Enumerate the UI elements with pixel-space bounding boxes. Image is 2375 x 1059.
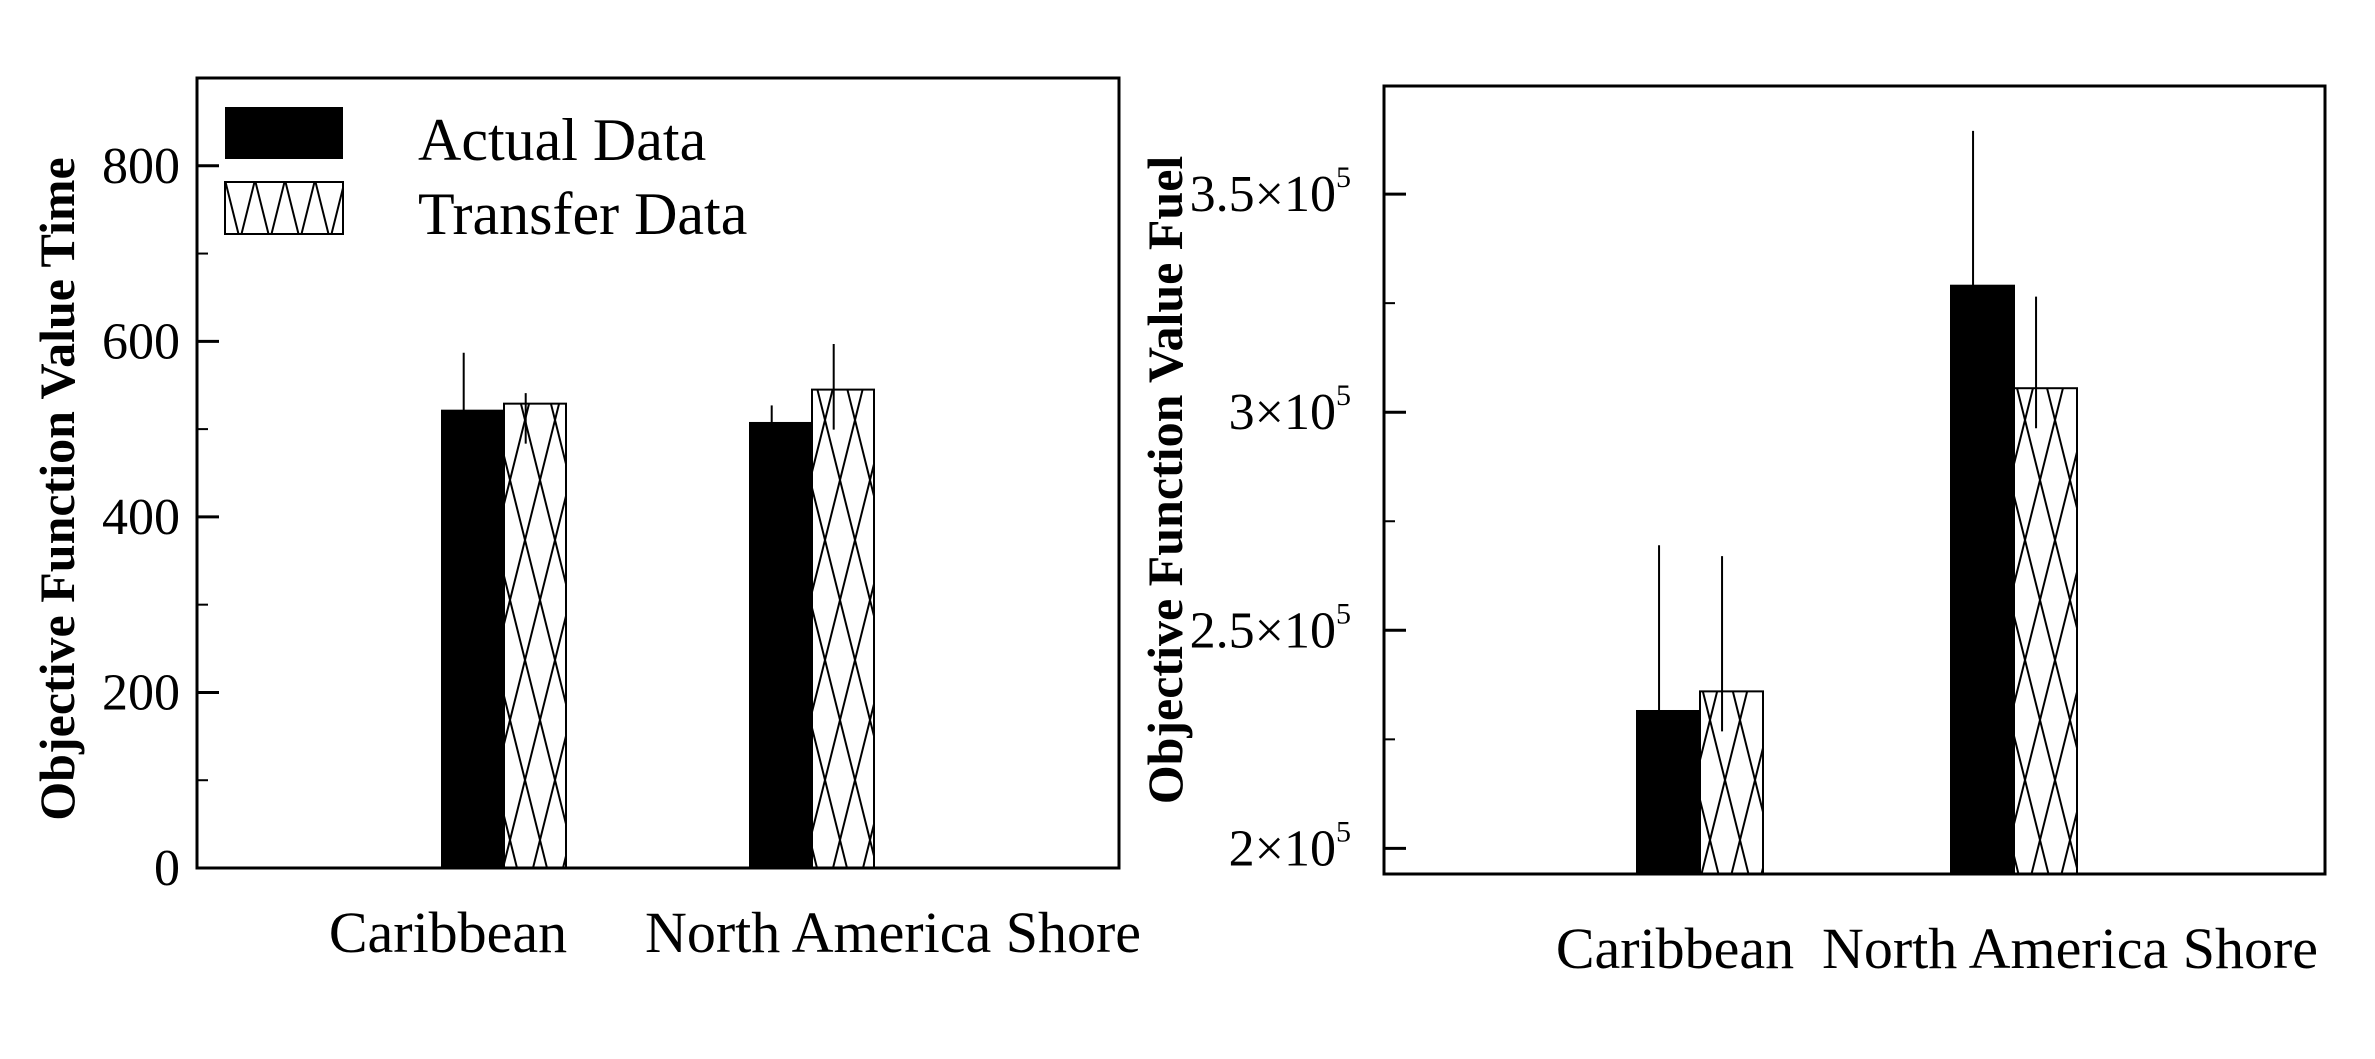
y-axis-label: Objective Function Value Time [29, 157, 85, 820]
bar-transfer-0 [503, 402, 567, 869]
legend-swatch-transfer [224, 181, 344, 235]
y-tick-label: 2.5×105 [1190, 597, 1351, 659]
y-tick-label: 0 [154, 840, 180, 897]
legend-label-actual: Actual Data [418, 107, 706, 173]
x-category-label: Caribbean [329, 900, 567, 965]
y-tick-exponent: 5 [1336, 597, 1351, 630]
x-category-label: North America Shore [645, 900, 1141, 965]
chart-fuel: 2×105 2.5×105 3×105 3.5×105 Caribbean North … [1137, 84, 2327, 981]
bar-actual-1 [1950, 284, 2015, 875]
chart-time: 0 200 400 600 800 Caribbean North America Sho… [29, 76, 1141, 965]
bar-actual-0 [1636, 709, 1701, 876]
bars [441, 343, 875, 869]
bars [1636, 130, 2078, 876]
x-axis-categories: Caribbean North America Shore [329, 900, 1141, 965]
y-tick-label: 800 [102, 138, 180, 195]
x-category-label: Caribbean [1556, 916, 1794, 981]
y-tick-label: 3×105 [1229, 379, 1351, 441]
legend-label-transfer: Transfer Data [418, 181, 747, 247]
y-tick-label: 3.5×105 [1190, 161, 1351, 223]
bar-actual-0 [441, 409, 505, 869]
bar-transfer-0 [1699, 690, 1764, 875]
y-tick-label: 400 [102, 489, 180, 546]
y-tick-label: 600 [102, 313, 180, 370]
y-tick-label: 2×105 [1229, 815, 1351, 877]
y-tick-exponent: 5 [1336, 815, 1351, 848]
y-tick-exponent: 5 [1336, 379, 1351, 412]
bar-transfer-1 [2013, 387, 2078, 875]
plot-frame [1382, 84, 2327, 876]
y-tick-label: 200 [102, 664, 180, 721]
plot-frame [195, 76, 1121, 870]
y-tick-exponent: 5 [1336, 161, 1351, 194]
legend-swatch-actual [225, 107, 343, 159]
y-axis-ticks: 0 200 400 600 800 [102, 138, 219, 897]
bar-actual-1 [749, 421, 813, 869]
y-axis-ticks: 2×105 2.5×105 3×105 3.5×105 [1190, 161, 1406, 877]
x-category-label: North America Shore [1822, 916, 2318, 981]
y-axis-label: Objective Function Value Fuel [1137, 156, 1193, 805]
bar-transfer-1 [811, 388, 875, 869]
legend: Actual Data Transfer Data [224, 107, 747, 247]
x-axis-categories: Caribbean North America Shore [1556, 916, 2318, 981]
